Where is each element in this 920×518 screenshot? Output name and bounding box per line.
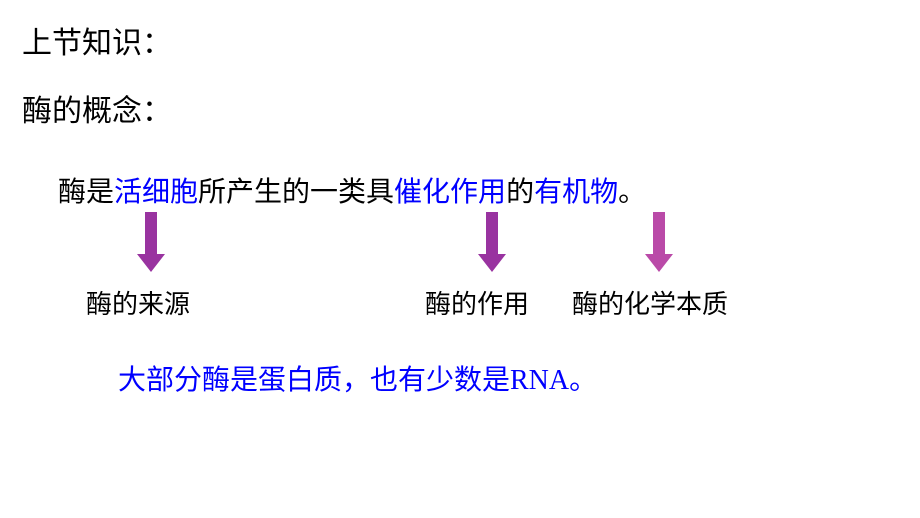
arrow-shaft bbox=[653, 212, 665, 254]
arrow-label: 酶的化学本质 bbox=[572, 284, 728, 321]
definition-run: 催化作用 bbox=[394, 177, 506, 208]
heading-concept: 酶的概念： bbox=[22, 86, 172, 130]
definition-run: 有机物 bbox=[534, 177, 618, 208]
definition-run: 的 bbox=[506, 177, 534, 208]
definition-run: 。 bbox=[618, 177, 646, 208]
arrow-label: 酶的作用 bbox=[425, 284, 529, 321]
definition-run: 所产生的一类具 bbox=[198, 177, 394, 208]
definition-run: 活细胞 bbox=[114, 177, 198, 208]
arrow-head bbox=[137, 254, 165, 272]
arrow-head bbox=[478, 254, 506, 272]
down-arrow bbox=[645, 212, 673, 272]
heading-prev-section: 上节知识： bbox=[22, 18, 172, 62]
arrow-label: 酶的来源 bbox=[86, 284, 190, 321]
definition-run: 酶是 bbox=[58, 177, 114, 208]
definition-sentence: 酶是活细胞所产生的一类具催化作用的有机物。 bbox=[58, 170, 646, 210]
down-arrow bbox=[478, 212, 506, 272]
arrow-shaft bbox=[486, 212, 498, 254]
footer-statement: 大部分酶是蛋白质，也有少数是RNA。 bbox=[118, 358, 597, 398]
arrow-head bbox=[645, 254, 673, 272]
arrow-shaft bbox=[145, 212, 157, 254]
down-arrow bbox=[137, 212, 165, 272]
